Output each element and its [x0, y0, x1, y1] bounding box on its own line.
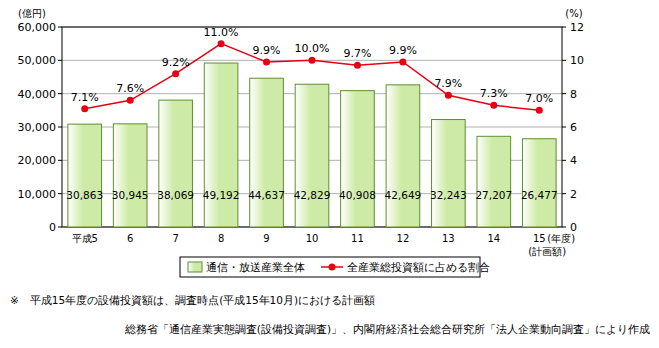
- bar-label: 42,829: [294, 189, 331, 201]
- tick-mark: [562, 127, 566, 128]
- bar: [68, 124, 102, 227]
- y2-tick-label: 4: [570, 154, 577, 167]
- line-label: 9.9%: [253, 44, 281, 57]
- x-tick-label: 平成5: [72, 233, 98, 244]
- bar-label: 44,637: [248, 189, 285, 201]
- x-tick-label: 12: [397, 233, 410, 244]
- legend-label: 通信・放送産業全体: [206, 261, 305, 273]
- y-tick-label: 40,000: [18, 88, 57, 101]
- y2-tick-label: 8: [570, 88, 577, 101]
- data-labels: 30,863 30,945 38,069 49,192 44,637 42,829 40,9…: [66, 26, 557, 201]
- bar: [477, 136, 511, 227]
- line-marker: [263, 59, 270, 66]
- line-label: 7.1%: [71, 91, 99, 104]
- y-tick-label: 0: [49, 221, 56, 234]
- x-tick-label: 9: [263, 233, 269, 244]
- x-tick-label: 13: [442, 233, 455, 244]
- y2-tick-label: 12: [570, 21, 584, 34]
- line-marker: [536, 107, 543, 114]
- tick-mark: [562, 193, 566, 194]
- bar-label: 32,243: [430, 189, 467, 201]
- line-label: 9.9%: [389, 44, 417, 57]
- tick-mark: [562, 227, 566, 228]
- bar: [522, 139, 556, 227]
- line-label: 9.2%: [162, 56, 190, 69]
- bar-label: 26,477: [521, 189, 558, 201]
- bar: [341, 91, 375, 227]
- y-tick-label: 50,000: [18, 54, 57, 67]
- tick-mark: [562, 27, 566, 28]
- line-label: 7.3%: [480, 87, 508, 100]
- x-tick-label: 6: [127, 233, 133, 244]
- line-marker: [490, 102, 497, 109]
- tick-mark: [58, 193, 62, 194]
- legend-swatch: [329, 264, 336, 271]
- y2-tick-label: 10: [570, 54, 584, 67]
- footnote: ※ 平成15年度の設備投資額は、調査時点(平成15年10月)における計画額: [10, 294, 375, 307]
- line-label: 7.6%: [116, 82, 144, 95]
- tick-mark: [58, 60, 62, 61]
- x-tick-label: 14: [487, 233, 500, 244]
- bar-label: 38,069: [157, 189, 194, 201]
- legend-swatch: [188, 262, 202, 272]
- line-label: 7.0%: [525, 92, 553, 105]
- tick-mark: [58, 93, 62, 94]
- x-tick-label: 7: [172, 233, 178, 244]
- line-marker: [354, 62, 361, 69]
- legend: 通信・放送産業全体 全産業総投資額に占める割合: [180, 257, 490, 277]
- line-label: 10.0%: [295, 42, 330, 55]
- bar: [159, 100, 193, 227]
- bar: [113, 124, 147, 227]
- bar-label: 30,945: [112, 189, 149, 201]
- bar: [204, 63, 238, 227]
- bar: [295, 84, 329, 227]
- y-tick-label: 20,000: [18, 154, 57, 167]
- legend-label: 全産業総投資額に占める割合: [347, 261, 490, 273]
- x-tick-label: 15: [533, 233, 546, 244]
- line-label: 11.0%: [204, 26, 239, 39]
- tick-mark: [58, 227, 62, 228]
- tick-mark: [58, 160, 62, 161]
- y-axis-label: (億円): [18, 8, 46, 19]
- tick-mark: [562, 160, 566, 161]
- y2-tick-label: 6: [570, 121, 577, 134]
- plot-frame: [62, 27, 562, 227]
- y-tick-label: 60,000: [18, 21, 57, 34]
- bar-label: 30,863: [66, 189, 103, 201]
- line-marker: [218, 40, 225, 47]
- bar-label: 40,908: [339, 189, 376, 201]
- bar: [386, 85, 420, 227]
- line-marker: [309, 57, 316, 64]
- bar: [432, 120, 466, 227]
- x-tick-label: 11: [351, 233, 364, 244]
- tick-mark: [562, 93, 566, 94]
- y-tick-label: 10,000: [18, 188, 57, 201]
- tick-mark: [562, 60, 566, 61]
- bar-label: 49,192: [203, 189, 240, 201]
- line-marker: [445, 92, 452, 99]
- plot-area: [68, 40, 556, 227]
- line-label: 9.7%: [343, 47, 371, 60]
- bar-label: 42,649: [385, 189, 422, 201]
- line-marker: [399, 59, 406, 66]
- y2-tick-label: 2: [570, 188, 577, 201]
- y2-axis-label: (%): [565, 8, 582, 19]
- bar-label: 27,207: [475, 189, 512, 201]
- annotation: (計画額): [528, 246, 566, 257]
- tick-mark: [58, 127, 62, 128]
- x-tick-label: 10: [306, 233, 319, 244]
- line-label: 7.9%: [434, 77, 462, 90]
- x-tick-label: 8: [218, 233, 224, 244]
- line-marker: [172, 70, 179, 77]
- bar: [250, 78, 284, 227]
- y-tick-label: 30,000: [18, 121, 57, 134]
- line-marker: [127, 97, 134, 104]
- chart: 010,00020,00030,00040,00050,00060,000024…: [0, 0, 659, 348]
- x-axis-label: (年度): [547, 233, 575, 244]
- source-note: 総務省「通信産業実態調査(設備投資調査)」、内閣府経済社会総合研究所「法人企業動…: [124, 323, 650, 335]
- line-marker: [81, 105, 88, 112]
- tick-mark: [58, 27, 62, 28]
